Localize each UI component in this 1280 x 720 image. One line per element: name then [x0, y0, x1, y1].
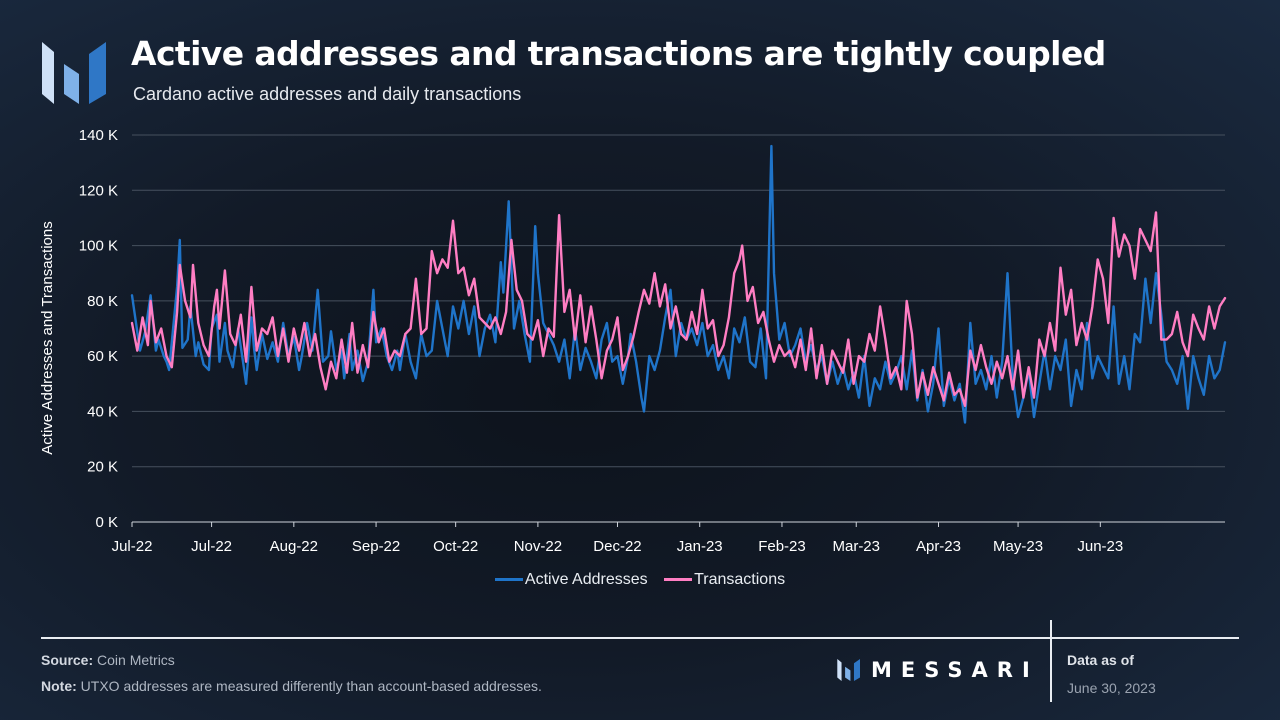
y-tick-label: 100 K: [79, 238, 118, 255]
data-as-of-date: June 30, 2023: [1067, 680, 1156, 696]
data-as-of-label: Data as of: [1067, 652, 1134, 668]
legend-item-active-addresses[interactable]: Active Addresses: [494, 570, 648, 589]
legend-label-transactions: Transactions: [694, 570, 786, 588]
messari-small-logo: [837, 659, 860, 681]
y-tick-label: 120 K: [79, 182, 118, 199]
y-axis-label: Active Addresses and Transactions: [39, 221, 56, 454]
x-tick-label: Dec-22: [593, 538, 641, 555]
line-chart: 0 K 20 K 40 K 60 K 80 K 100 K 120 K 140 K Activ…: [39, 127, 1227, 555]
x-tick-label: Nov-22: [514, 538, 562, 555]
y-tick-label: 20 K: [87, 459, 118, 476]
y-tick-label: 80 K: [87, 293, 118, 310]
footer-divider: [41, 637, 1239, 639]
page-title: Active addresses and transactions are ti…: [131, 34, 1106, 73]
legend-label-active-addresses: Active Addresses: [524, 570, 648, 588]
x-tick-label: Mar-23: [832, 538, 880, 555]
note-line: Note: UTXO addresses are measured differ…: [41, 678, 542, 694]
logo-bar-middle: [64, 64, 79, 104]
legend-swatch-transactions: [664, 578, 693, 581]
page-subtitle: Cardano active addresses and daily trans…: [133, 84, 522, 104]
x-tick-label: Jul-22: [112, 538, 153, 555]
x-tick-label: Aug-22: [270, 538, 318, 555]
source-text: Coin Metrics: [97, 652, 175, 668]
x-tick-label: Jul-22: [191, 538, 232, 555]
small-logo-bar-left: [837, 659, 842, 681]
small-logo-bar-middle: [845, 666, 851, 681]
x-tick-label: Jun-23: [1077, 538, 1123, 555]
note-text: UTXO addresses are measured differently …: [80, 678, 542, 694]
series-line-transactions: [130, 211, 1227, 408]
x-axis-ticks: Jul-22 Jul-22 Aug-22 Sep-22 Oct-22 Nov-22 Dec-…: [112, 522, 1123, 555]
y-axis-ticks: 0 K 20 K 40 K 60 K 80 K 100 K 120 K 140 K: [79, 127, 118, 531]
legend-swatch-active-addresses: [494, 578, 523, 581]
footer-brand: MESSARI: [837, 658, 1039, 682]
legend: Active Addresses Transactions: [0, 568, 1280, 589]
small-logo-bar-right: [853, 659, 860, 681]
logo-bar-left: [42, 42, 54, 104]
y-tick-label: 0 K: [95, 514, 118, 531]
legend-item-transactions[interactable]: Transactions: [664, 571, 785, 589]
y-tick-label: 140 K: [79, 127, 118, 144]
x-tick-label: Feb-23: [758, 538, 806, 555]
grid-lines: [132, 134, 1225, 468]
source-label: Source:: [41, 652, 94, 668]
x-tick-label: Apr-23: [916, 538, 961, 555]
messari-logo: [42, 42, 106, 104]
y-tick-label: 60 K: [87, 348, 118, 365]
x-tick-label: Jan-23: [677, 538, 723, 555]
x-tick-label: Sep-22: [352, 538, 400, 555]
x-tick-label: May-23: [993, 538, 1043, 555]
x-tick-label: Oct-22: [433, 538, 478, 555]
source-line: Source: Coin Metrics: [41, 652, 175, 668]
y-tick-label: 40 K: [87, 403, 118, 420]
brand-wordmark: MESSARI: [871, 658, 1039, 682]
footer-vertical-divider: [1050, 620, 1052, 702]
note-label: Note:: [41, 678, 77, 694]
logo-bar-right: [89, 42, 106, 104]
series: [130, 144, 1227, 424]
series-line-active-addresses: [130, 144, 1227, 424]
